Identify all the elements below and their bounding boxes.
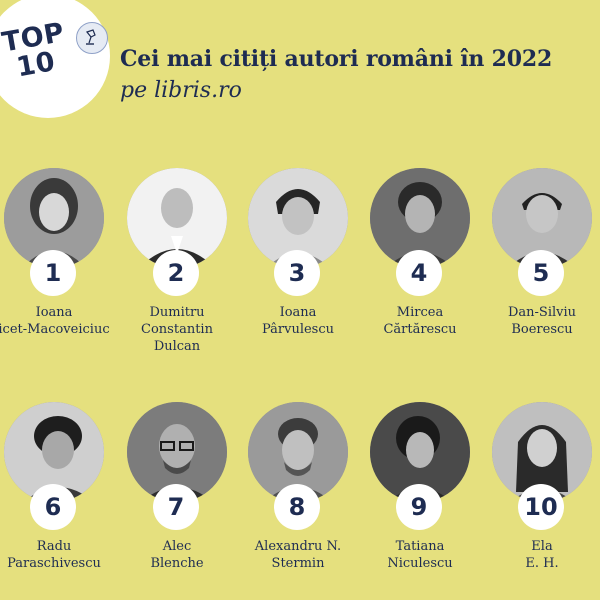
author-name: Mircea Cărtărescu: [383, 305, 457, 337]
author-photo: [127, 402, 227, 502]
author-name: Alexandru N. Stermin: [254, 539, 342, 571]
rank-badge: 4: [396, 250, 442, 296]
rank-badge: 2: [153, 250, 199, 296]
rank-badge: 3: [274, 250, 320, 296]
author-name: Dumitru Constantin Dulcan: [141, 305, 213, 354]
rank-badge: 7: [153, 484, 199, 530]
rank-badge: 8: [274, 484, 320, 530]
author-name: Ela E. H.: [525, 539, 559, 571]
author-photo: [4, 168, 104, 268]
page-subtitle: pe libris.ro: [120, 78, 242, 103]
top10-badge: TOP 10: [0, 0, 110, 118]
author-name: Dan-Silviu Boerescu: [507, 305, 577, 337]
top10-label: TOP 10: [0, 17, 71, 83]
rank-badge: 6: [30, 484, 76, 530]
author-name: Alec Blenche: [150, 539, 204, 571]
lamp-icon: [76, 22, 108, 54]
author-name: Tatiana Niculescu: [387, 539, 453, 571]
author-photo: [4, 402, 104, 502]
rank-badge: 5: [518, 250, 564, 296]
author-name: Radu Paraschivescu: [7, 539, 101, 571]
page-title: Cei mai citiți autori români în 2022: [120, 46, 553, 72]
rank-badge: 10: [518, 484, 564, 530]
rank-badge: 9: [396, 484, 442, 530]
rank-badge: 1: [30, 250, 76, 296]
author-name: Ioana Pârvulescu: [261, 305, 335, 337]
author-name: Ioana icet-Macoveiciuc: [0, 305, 110, 337]
